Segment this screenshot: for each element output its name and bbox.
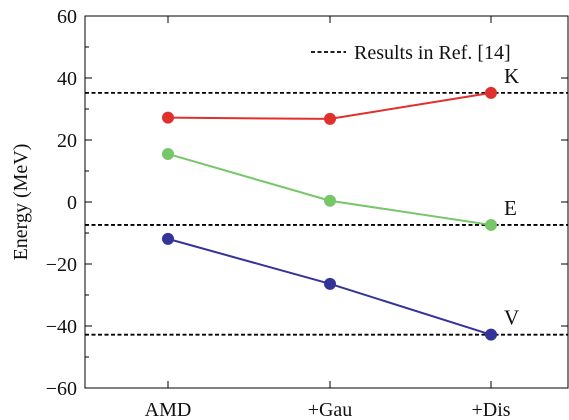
x-tick-label: AMD [145, 399, 192, 420]
series-label-k: K [504, 64, 519, 88]
data-point-k [324, 112, 336, 125]
series-line-e [167, 152, 492, 226]
x-axis: AMD +Gau +Dis [145, 16, 511, 420]
y-tick-label: 40 [57, 68, 77, 90]
y-tick-label: 20 [57, 130, 77, 152]
data-point-k [162, 111, 174, 124]
y-axis-label: Energy (MeV) [10, 144, 32, 261]
data-point-e [485, 218, 497, 231]
series-label-e: E [504, 196, 517, 220]
series-label-v: V [504, 306, 519, 330]
y-tick-label: 0 [67, 192, 77, 214]
legend: Results in Ref. [14] [311, 42, 511, 64]
legend-label-reference: Results in Ref. [14] [354, 42, 511, 64]
data-point-k [485, 86, 497, 99]
data-point-v [324, 277, 336, 290]
y-tick-label: −20 [46, 254, 77, 276]
reference-lines [85, 91, 568, 336]
data-point-v [162, 232, 174, 245]
y-axis: −60 −40 −20 0 20 40 60 [46, 6, 568, 400]
y-tick-label: 60 [57, 6, 77, 28]
y-tick-label: −40 [46, 316, 77, 338]
data-point-e [162, 147, 174, 160]
x-tick-label: +Dis [471, 399, 510, 420]
x-tick-label: +Gau [308, 399, 353, 420]
series-layer: K E V [162, 64, 519, 341]
y-tick-label: −60 [46, 378, 77, 400]
data-point-e [324, 194, 336, 207]
data-point-v [485, 328, 497, 341]
